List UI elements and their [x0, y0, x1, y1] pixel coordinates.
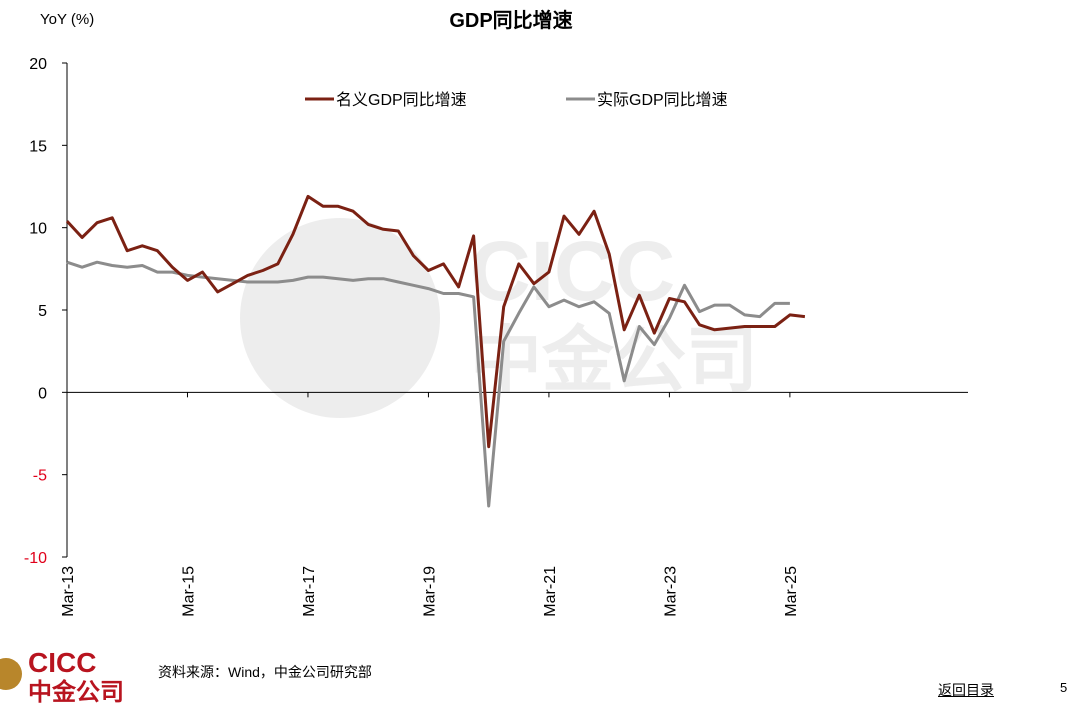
chart-title: GDP同比增速: [449, 8, 572, 32]
logo-text-top: CICC: [28, 647, 96, 678]
logo-emblem-icon: [0, 658, 22, 690]
x-tick-label: Mar-21: [542, 566, 559, 617]
y-tick-label: -5: [33, 468, 47, 485]
x-tick-label: Mar-15: [180, 566, 197, 617]
page-number: 5: [1060, 680, 1068, 695]
x-tick-label: Mar-13: [60, 566, 77, 617]
legend: 名义GDP同比增速 实际GDP同比增速: [305, 91, 728, 109]
watermark-circle: [240, 218, 440, 418]
x-tick-label: Mar-19: [421, 566, 438, 617]
back-to-contents-link[interactable]: 返回目录: [938, 682, 994, 698]
x-tick-label: Mar-25: [783, 566, 800, 617]
y-tick-label: 10: [29, 221, 47, 238]
logo-text-bottom: 中金公司: [28, 678, 124, 706]
y-tick-label: 15: [29, 138, 47, 155]
y-tick-label: 0: [38, 385, 47, 402]
x-tick-labels: Mar-13 Mar-15 Mar-17 Mar-19 Mar-21 Mar-23 Mar-…: [60, 566, 800, 617]
cicc-logo: CICC 中金公司: [0, 647, 124, 706]
x-tick-label: Mar-17: [301, 566, 318, 617]
y-tick-label: 5: [38, 303, 47, 320]
legend-label-real: 实际GDP同比增速: [597, 91, 728, 109]
series-lines: [65, 194, 806, 508]
axes: [62, 62, 968, 558]
y-tick-labels: 20 15 10 5 0 -5 -10: [24, 56, 47, 567]
y-tick-label: 20: [29, 56, 47, 73]
series-line-nominal-gdp: [65, 194, 806, 449]
x-tick-label: Mar-23: [662, 566, 679, 617]
y-tick-label: -10: [24, 550, 47, 567]
legend-label-nominal: 名义GDP同比增速: [336, 91, 467, 109]
source-note: 资料来源：Wind，中金公司研究部: [158, 664, 372, 680]
series-line-real-gdp: [66, 260, 790, 508]
y-axis-label: YoY (%): [40, 11, 94, 28]
